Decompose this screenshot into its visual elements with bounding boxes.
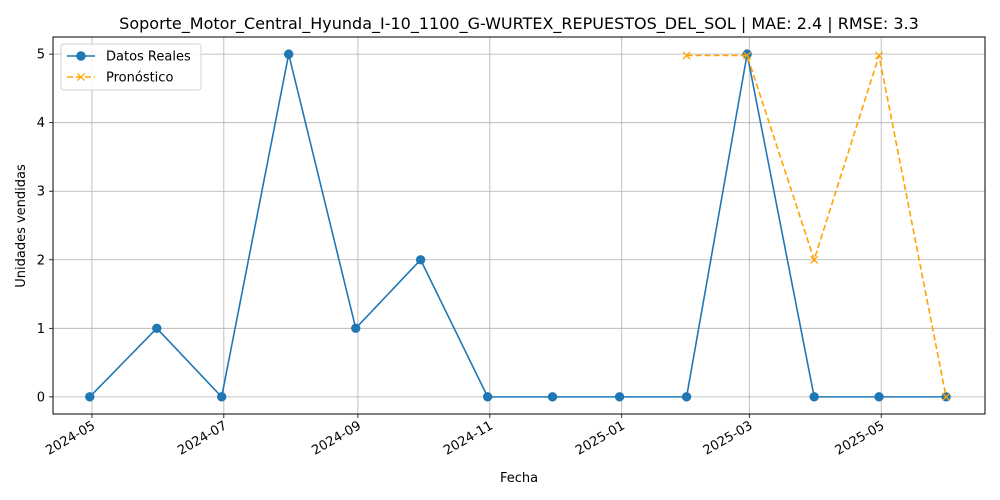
legend-item: Datos Reales [67, 50, 191, 65]
x-tick-label: 2025-01 [573, 418, 628, 458]
y-axis-ticks: 0 1 2 3 4 5 [37, 48, 53, 405]
data-point [682, 51, 691, 60]
data-point [547, 392, 558, 402]
legend: Datos Reales Pronóstico [60, 43, 202, 91]
y-axis-label: Unidades vendidas [14, 164, 29, 288]
y-tick-label: 5 [37, 48, 45, 63]
x-axis-label: Fecha [500, 471, 538, 486]
data-point [742, 49, 752, 59]
y-tick-label: 0 [37, 390, 45, 405]
data-point [809, 392, 819, 402]
data-point [942, 392, 951, 401]
data-point [810, 255, 819, 264]
legend-item: Pronóstico [67, 71, 173, 86]
data-point [284, 49, 294, 59]
x-tick-label: 2025-03 [701, 418, 756, 458]
series-line [89, 53, 947, 399]
series-forecast [682, 51, 951, 401]
data-point [482, 392, 493, 402]
y-tick-label: 2 [37, 253, 45, 268]
y-tick-label: 3 [37, 185, 45, 200]
x-axis-ticks: 2024-05 2024-07 2024-09 2024-11 2025-01 2025-… [43, 414, 887, 459]
chart-title: Soporte_Motor_Central_Hyunda_I-10_1100_G… [119, 14, 919, 34]
legend-marker [76, 72, 86, 82]
data-point [743, 51, 752, 60]
data-point [216, 392, 227, 402]
data-point [874, 392, 884, 402]
legend-frame [60, 43, 202, 91]
data-point [351, 323, 361, 334]
grid-lines [53, 37, 985, 414]
plot-area-frame [52, 36, 986, 415]
legend-label: Datos Reales [106, 50, 191, 65]
legend-label: Pronóstico [106, 71, 173, 86]
series-layer [85, 49, 951, 402]
data-point [681, 392, 692, 402]
x-tick-label: 2024-11 [441, 418, 496, 458]
x-tick-label: 2024-07 [175, 418, 230, 458]
data-point [874, 51, 884, 60]
data-point [85, 392, 95, 402]
series-line [686, 54, 947, 398]
x-tick-label: 2024-09 [309, 418, 364, 458]
y-tick-label: 4 [37, 116, 45, 131]
data-point [614, 392, 625, 402]
y-tick-label: 1 [37, 322, 45, 337]
series-actual [85, 49, 951, 402]
x-tick-label: 2025-05 [833, 418, 888, 458]
legend-marker [76, 51, 86, 61]
x-tick-label: 2024-05 [43, 418, 98, 458]
data-point [415, 255, 426, 265]
data-point [152, 323, 162, 334]
